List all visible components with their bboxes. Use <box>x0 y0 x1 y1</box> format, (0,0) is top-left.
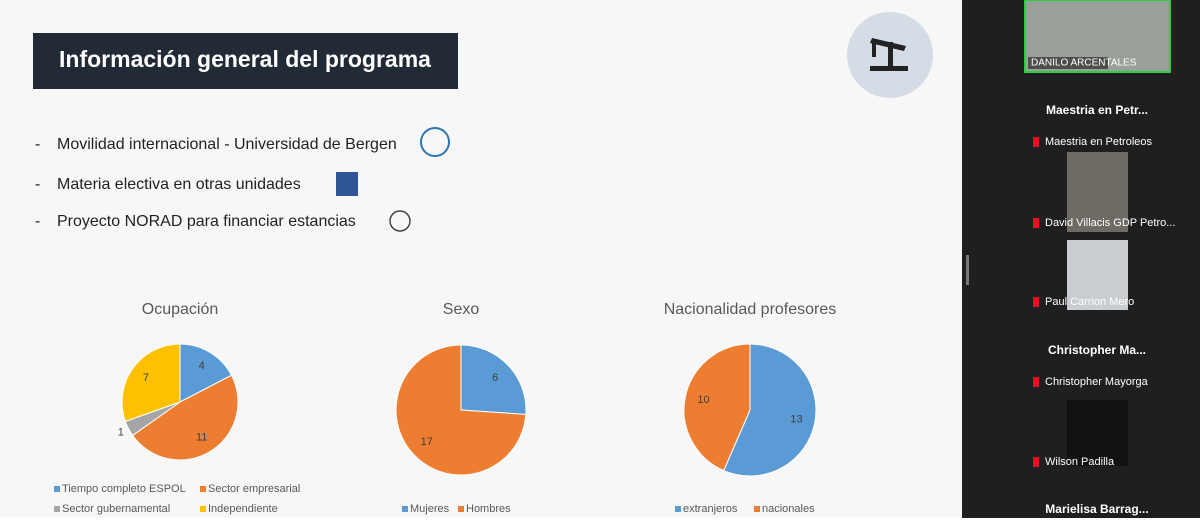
pie-slice <box>179 343 233 403</box>
bullet: Materia electiva en otras unidades <box>57 176 301 193</box>
participant-header: Christopher Ma... <box>1048 343 1146 357</box>
legend-swatch <box>200 486 206 492</box>
legend-label: Independiente <box>208 503 278 515</box>
mute-icons <box>1033 137 1039 467</box>
pumpjack-icon <box>870 38 908 71</box>
title-box <box>33 33 458 89</box>
data-label: 17 <box>421 436 433 448</box>
bullet: Proyecto NORAD para financiar estancias <box>57 213 356 230</box>
participant-name: Christopher Mayorga <box>1045 376 1149 388</box>
participant-header: Maestria en Petr... <box>1046 103 1148 117</box>
participant-name: Paul Carrion Mero <box>1045 296 1134 308</box>
book-icon <box>336 172 358 196</box>
legend-label: Tiempo completo ESPOL <box>62 483 186 495</box>
legend-label: Hombres <box>466 503 511 515</box>
legend-swatch <box>402 506 408 512</box>
slide-title: Información general del programa <box>59 46 431 72</box>
participant-header: Marielisa Barrag... <box>1045 502 1148 516</box>
bullet-dash: - <box>35 213 40 230</box>
globe-icon <box>420 127 450 157</box>
data-label: 4 <box>199 360 205 372</box>
participant-name: DANILO ARCENTALES <box>1031 58 1137 69</box>
pie-slice <box>395 344 527 476</box>
legend-label: extranjeros <box>683 503 738 515</box>
legend-swatch <box>675 506 681 512</box>
participant-name: Wilson Padilla <box>1045 456 1115 468</box>
legend-swatch <box>754 506 760 512</box>
data-label: 7 <box>143 372 149 384</box>
participant-video[interactable] <box>1067 152 1128 232</box>
resize-handle[interactable] <box>966 255 969 285</box>
data-label: 13 <box>790 414 802 426</box>
data-label: 6 <box>492 372 498 384</box>
participant-name: Maestria en Petroleos <box>1045 136 1152 148</box>
data-label: 10 <box>697 394 709 406</box>
bullet-dash: - <box>35 176 40 193</box>
chart-title: Nacionalidad profesores <box>664 301 837 318</box>
bullet: Movilidad internacional - Universidad de… <box>57 136 397 153</box>
legend-swatch <box>200 506 206 512</box>
legend-label: Sector empresarial <box>208 483 300 495</box>
legend-label: Mujeres <box>410 503 450 515</box>
legend-swatch <box>458 506 464 512</box>
data-label: 1 <box>118 427 124 439</box>
chart-title: Ocupación <box>142 301 219 318</box>
chart-title: Sexo <box>443 301 480 318</box>
bullet-dash: - <box>35 136 40 153</box>
legend-label: Sector gubernamental <box>62 503 170 515</box>
name-bg <box>1028 57 1108 69</box>
data-label: 11 <box>196 432 207 444</box>
legend-label: nacionales <box>762 503 815 515</box>
pie-slice <box>121 343 181 423</box>
participant-video[interactable] <box>1067 240 1128 310</box>
legend-swatch <box>54 506 60 512</box>
participant-video[interactable] <box>1067 400 1128 466</box>
participant-name: David Villacis GDP Petro... <box>1045 217 1175 229</box>
pie-slice <box>460 344 527 415</box>
pie-slice <box>723 343 817 477</box>
money-icon <box>389 210 411 232</box>
legend-swatch <box>54 486 60 492</box>
pie-slice <box>131 374 239 461</box>
pie-slice <box>683 343 751 472</box>
